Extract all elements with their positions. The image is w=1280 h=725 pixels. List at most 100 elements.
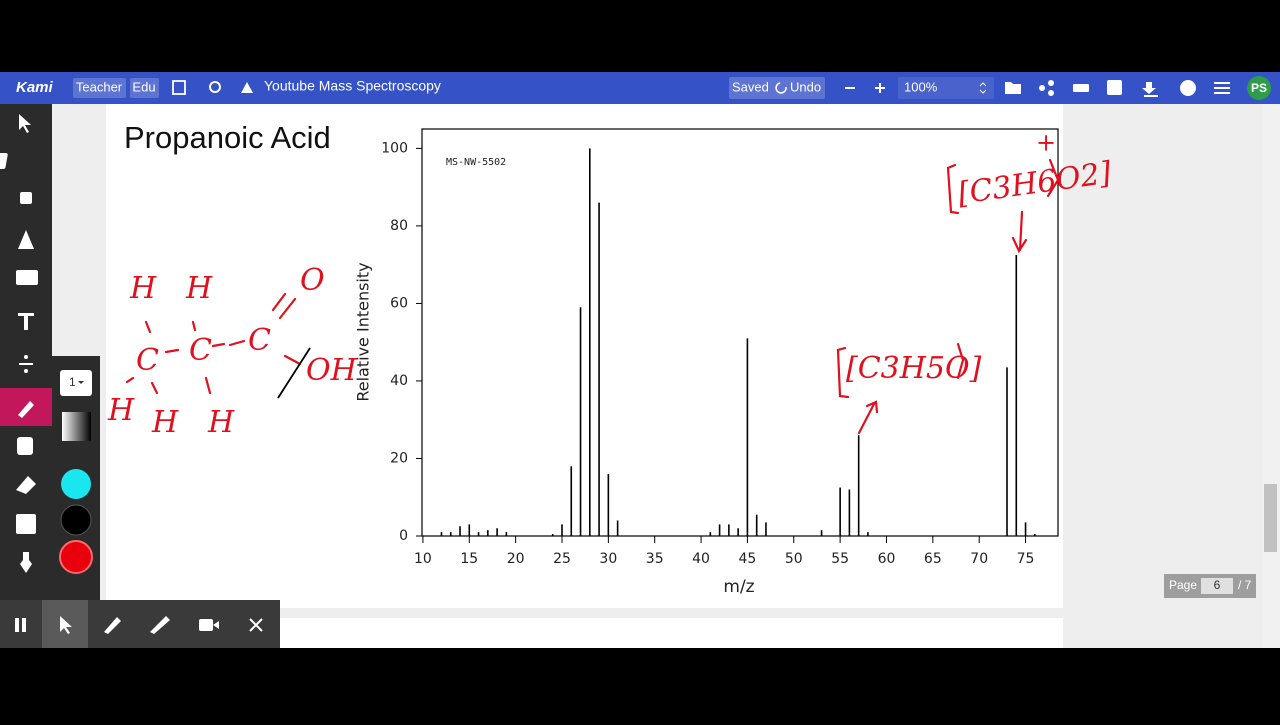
arrow xyxy=(1011,210,1028,254)
structure-atom: H xyxy=(207,405,235,440)
zoom-value: 100% xyxy=(904,79,938,94)
zoom-in[interactable] xyxy=(875,83,885,93)
y-tick-label: 0 xyxy=(399,528,408,544)
text-box-tool[interactable] xyxy=(18,230,34,249)
x-tick-label: 30 xyxy=(599,551,617,567)
drive-icon xyxy=(241,82,253,93)
color-black[interactable] xyxy=(60,504,92,536)
opacity-swatch[interactable] xyxy=(62,412,91,441)
eraser-tool[interactable] xyxy=(16,476,36,494)
dropdown-arrow xyxy=(78,381,84,384)
bracket xyxy=(1046,158,1060,198)
page-input[interactable] xyxy=(1201,578,1233,594)
page-total: / 7 xyxy=(1238,578,1252,592)
y-tick-label: 20 xyxy=(390,450,408,466)
page-label: Page xyxy=(1169,578,1197,592)
x-tick-label: 20 xyxy=(507,551,525,567)
document-title[interactable]: Youtube Mass Spectroscopy xyxy=(264,78,441,94)
plot-frame xyxy=(421,128,1059,537)
x-tick-label: 40 xyxy=(692,551,710,567)
y-tick-label: 80 xyxy=(390,218,408,234)
image-tool[interactable] xyxy=(16,514,36,534)
share-icon[interactable] xyxy=(1039,85,1045,91)
select-tool[interactable] xyxy=(19,114,31,133)
zoom-arrows xyxy=(979,82,987,94)
x-tick-label: 70 xyxy=(970,551,988,567)
highlight-tool[interactable] xyxy=(0,153,8,169)
page-current: 6 xyxy=(1214,578,1221,592)
stroke-width-select[interactable] xyxy=(60,370,92,396)
pdf-page xyxy=(106,104,1063,608)
structure-atom: H xyxy=(151,405,179,440)
handwritten-label: + xyxy=(1036,129,1056,157)
camera-button[interactable] xyxy=(199,619,213,631)
divider-tool[interactable] xyxy=(19,363,33,365)
x-tick-label: 35 xyxy=(646,551,664,567)
close-button[interactable] xyxy=(249,618,263,632)
spectrum-chart: MS-NW-5502 m/z Relative Intensity 0 20 40 6… xyxy=(354,128,1059,597)
zoom-select[interactable] xyxy=(898,77,994,99)
download-icon[interactable] xyxy=(1142,82,1158,97)
undo-icon xyxy=(775,82,787,94)
logo[interactable]: Kami xyxy=(16,79,54,96)
comment-tool[interactable] xyxy=(20,192,32,204)
y-tick-label: 60 xyxy=(390,295,408,311)
structure-atom: C xyxy=(248,323,271,358)
handwritten-label: [C3H5O] xyxy=(846,351,982,386)
tool-icons xyxy=(0,114,38,573)
menu-icon[interactable] xyxy=(1214,82,1230,84)
pointer-button[interactable] xyxy=(60,616,72,634)
share-dot xyxy=(1048,90,1054,96)
x-tick-label: 45 xyxy=(739,551,757,567)
toolbar xyxy=(0,72,1280,104)
structure-atom: H xyxy=(107,393,135,428)
signature-tool[interactable] xyxy=(20,552,32,573)
color-cyan[interactable] xyxy=(61,469,91,499)
save-group xyxy=(729,77,825,99)
spectrum-code: MS-NW-5502 xyxy=(446,157,506,168)
badge xyxy=(73,78,126,98)
bracket xyxy=(836,346,850,399)
y-tick-label: 100 xyxy=(381,140,408,156)
avatar[interactable] xyxy=(1247,76,1271,100)
badge-text: Edu xyxy=(132,79,155,94)
x-tick-label: 60 xyxy=(878,551,896,567)
structure-atom: C xyxy=(189,333,212,368)
open-icon[interactable] xyxy=(1005,82,1021,94)
handwriting-strokes xyxy=(125,158,1060,435)
search-icon[interactable] xyxy=(209,81,221,93)
highlight-button[interactable] xyxy=(150,616,170,634)
x-tick-label: 75 xyxy=(1017,551,1035,567)
pen-tool[interactable] xyxy=(18,401,34,418)
scrollbar xyxy=(1262,104,1280,648)
comment-box-tool[interactable] xyxy=(16,270,38,285)
structure-atom: H xyxy=(185,271,213,306)
sidebar-toggle[interactable] xyxy=(172,80,186,95)
menu-line xyxy=(1214,92,1230,94)
undo-button[interactable]: Undo xyxy=(790,79,821,94)
share-dot xyxy=(1048,80,1054,86)
x-tick-label: 25 xyxy=(553,551,571,567)
color-red[interactable] xyxy=(59,540,93,574)
print-icon[interactable] xyxy=(1073,84,1089,92)
bonds xyxy=(125,292,302,395)
save-icon[interactable] xyxy=(1107,80,1122,95)
structure-atom: C xyxy=(136,343,159,378)
structure-atom: OH xyxy=(306,353,358,388)
shape-tool[interactable] xyxy=(17,437,33,455)
avatar-initials: PS xyxy=(1251,81,1267,95)
x-tick-label: 15 xyxy=(460,551,478,567)
scroll-thumb[interactable] xyxy=(1264,484,1277,552)
structure-atom: H xyxy=(129,271,157,306)
draw-button[interactable] xyxy=(104,617,121,634)
y-tick-label: 40 xyxy=(390,373,408,389)
pause-button[interactable] xyxy=(15,618,19,632)
badge xyxy=(130,78,159,98)
x-tick-label: 65 xyxy=(924,551,942,567)
help-icon[interactable] xyxy=(1180,80,1196,96)
x-tick-label: 10 xyxy=(414,551,432,567)
text-tool[interactable] xyxy=(18,313,34,330)
menu-line xyxy=(1214,87,1230,89)
